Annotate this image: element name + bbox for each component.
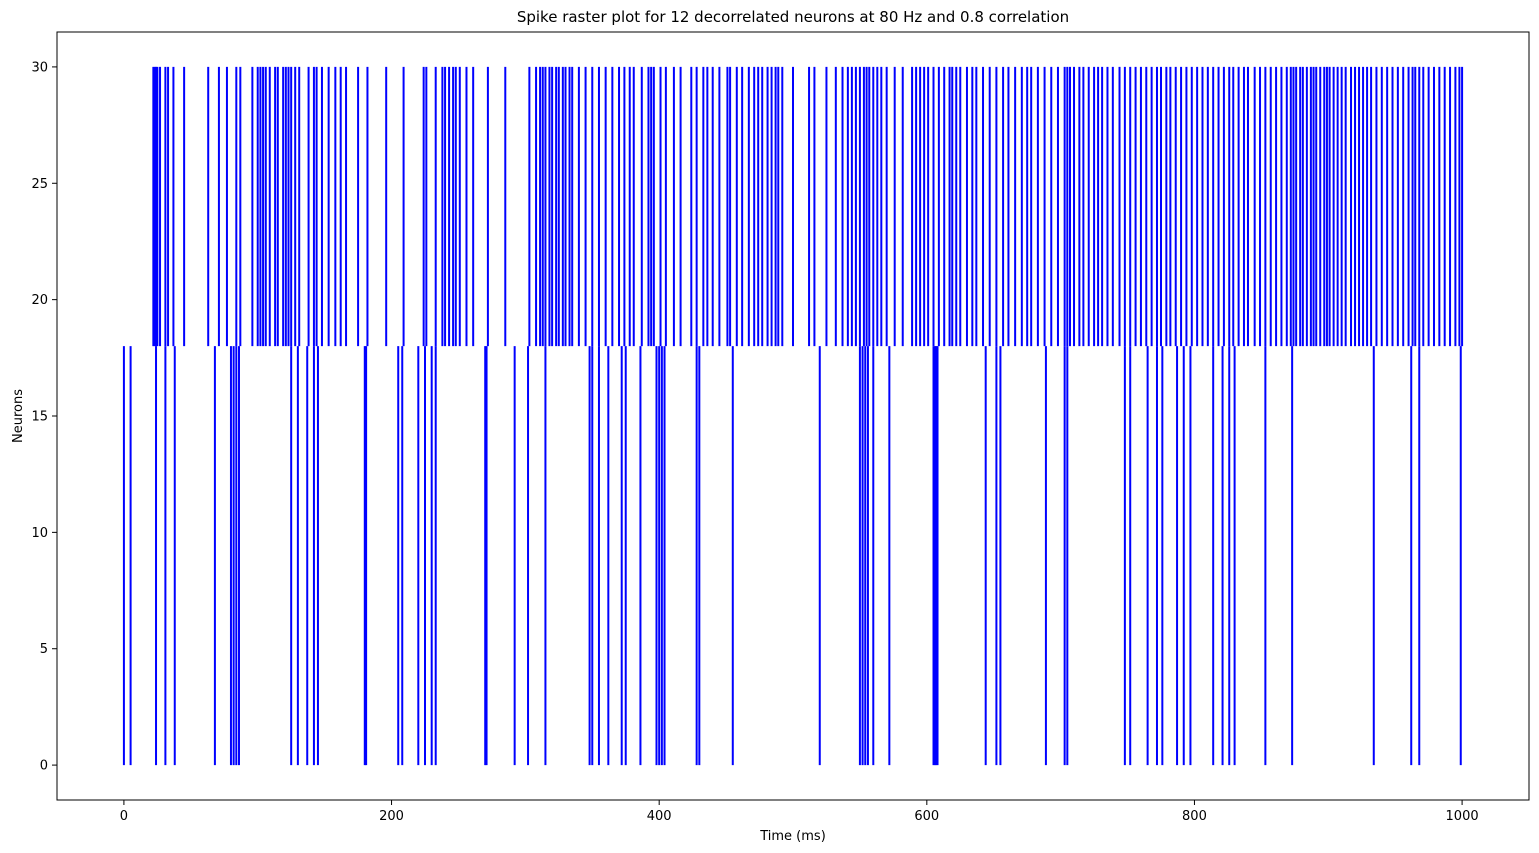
x-tick-label: 0	[120, 809, 128, 824]
y-tick-label: 5	[40, 642, 48, 657]
y-tick-label: 0	[40, 759, 48, 774]
chart-title: Spike raster plot for 12 decorrelated ne…	[517, 8, 1069, 26]
x-tick-label: 600	[914, 809, 939, 824]
y-axis-ticks: 0 5 10 15 20 25 30	[31, 60, 57, 774]
y-tick-label: 25	[31, 177, 48, 192]
y-tick-label: 10	[31, 526, 48, 541]
x-tick-label: 400	[647, 809, 672, 824]
y-axis-label: Neurons	[11, 389, 26, 443]
y-tick-label: 15	[31, 410, 48, 425]
y-tick-label: 20	[31, 293, 48, 308]
x-tick-label: 200	[379, 809, 404, 824]
x-axis-ticks: 0 200 400 600 800 1000	[120, 800, 1479, 824]
x-tick-label: 800	[1182, 809, 1207, 824]
spike-marks	[122, 66, 1464, 766]
x-axis-label: Time (ms)	[759, 829, 826, 844]
y-tick-label: 30	[31, 60, 48, 75]
x-tick-label: 1000	[1446, 809, 1479, 824]
